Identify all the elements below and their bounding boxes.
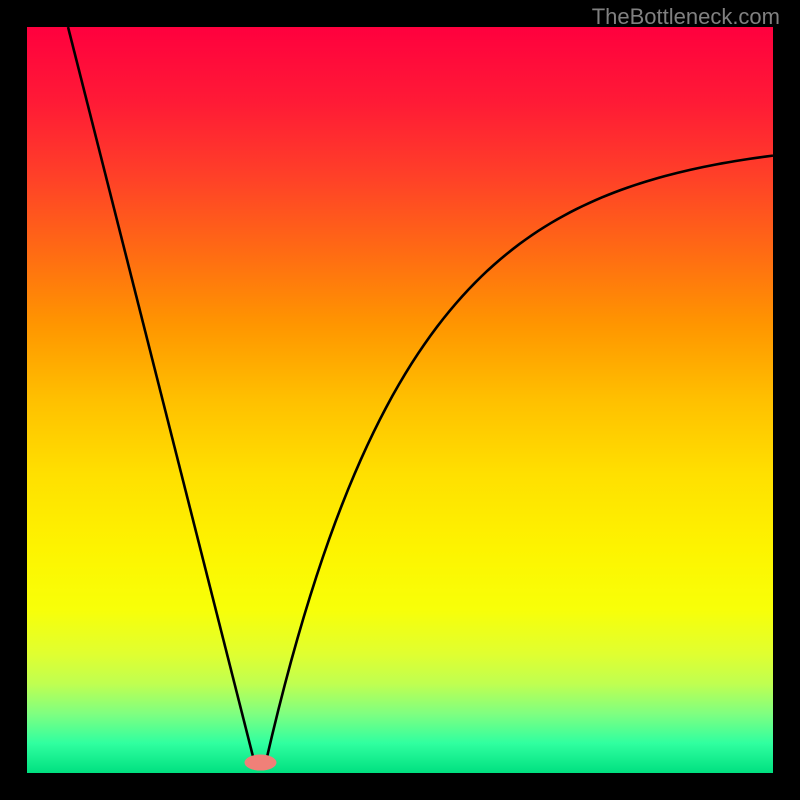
chart-frame: TheBottleneck.com <box>0 0 800 800</box>
bottleneck-chart <box>27 27 773 773</box>
watermark-text: TheBottleneck.com <box>592 4 780 30</box>
plot-area <box>27 27 773 773</box>
gradient-background <box>27 27 773 773</box>
minimum-marker <box>245 755 277 771</box>
